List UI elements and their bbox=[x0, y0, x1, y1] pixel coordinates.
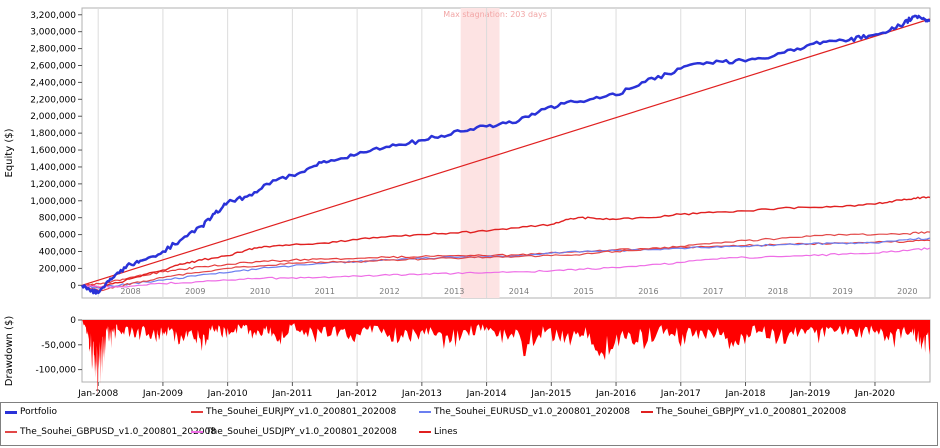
legend-swatch bbox=[641, 411, 653, 413]
series-line-the-souhei-eurusd-v1-0-200801-202008 bbox=[81, 237, 931, 289]
dd-y-tick-label: -100,000 bbox=[36, 366, 77, 376]
year-label: 2020 bbox=[897, 287, 917, 296]
x-tick-label: Jan-2010 bbox=[207, 389, 248, 399]
series-line-lines bbox=[81, 18, 931, 286]
stagnation-label: Max stagnation: 203 days bbox=[443, 10, 547, 19]
legend-item: The_Souhei_USDJPY_v1.0_200801_202008 bbox=[191, 427, 397, 437]
x-tick-label: Jan-2014 bbox=[466, 389, 507, 399]
year-label: 2018 bbox=[768, 287, 788, 296]
x-tick-label: Jan-2013 bbox=[401, 389, 442, 399]
drawdown-area bbox=[82, 320, 930, 394]
y-tick-label: 0 bbox=[70, 281, 76, 291]
y-tick-label: 200,000 bbox=[39, 264, 76, 274]
dd-y-tick-label: -50,000 bbox=[41, 341, 76, 351]
x-tick-label: Jan-2020 bbox=[854, 389, 895, 399]
legend-swatch bbox=[191, 431, 203, 433]
legend-label: The_Souhei_USDJPY_v1.0_200801_202008 bbox=[206, 427, 397, 437]
x-tick-label: Jan-2019 bbox=[789, 389, 830, 399]
y-tick-label: 2,000,000 bbox=[30, 112, 76, 122]
equity-panel: Max stagnation: 203 days 2008 2009 2010 2011… bbox=[4, 7, 931, 299]
year-label: 2013 bbox=[444, 287, 464, 296]
legend-item: The_Souhei_GBPJPY_v1.0_200801_202008 bbox=[641, 407, 846, 417]
y-tick-label: 2,400,000 bbox=[30, 78, 76, 88]
year-label: 2011 bbox=[315, 287, 335, 296]
legend-item: Lines bbox=[419, 427, 457, 437]
x-tick-label: Jan-2011 bbox=[271, 389, 312, 399]
series-line-portfolio bbox=[80, 14, 931, 295]
y-tick-label: 3,200,000 bbox=[30, 11, 76, 21]
legend-label: The_Souhei_EURUSD_v1.0_200801_202008 bbox=[434, 407, 631, 417]
y-tick-label: 1,400,000 bbox=[30, 163, 76, 173]
legend-item: The_Souhei_GBPUSD_v1.0_200801_202008 bbox=[5, 427, 216, 437]
y-tick-label: 1,000,000 bbox=[30, 197, 76, 207]
x-tick-label: Jan-2017 bbox=[660, 389, 701, 399]
legend-item: The_Souhei_EURJPY_v1.0_200801_202008 bbox=[191, 407, 396, 417]
year-label: 2012 bbox=[379, 287, 399, 296]
series-line-the-souhei-gbpusd-v1-0-200801-202008 bbox=[81, 231, 931, 292]
legend-item: The_Souhei_EURUSD_v1.0_200801_202008 bbox=[419, 407, 630, 417]
dd-y-tick-label: 0 bbox=[70, 316, 76, 326]
y-tick-label: 1,800,000 bbox=[30, 129, 76, 139]
x-tick-label: Jan-2018 bbox=[724, 389, 765, 399]
legend-label: The_Souhei_EURJPY_v1.0_200801_202008 bbox=[206, 407, 397, 417]
legend-label: The_Souhei_GBPJPY_v1.0_200801_202008 bbox=[656, 407, 847, 417]
series-line-the-souhei-gbpjpy-v1-0-200801-202008 bbox=[81, 196, 931, 289]
y-tick-label: 2,600,000 bbox=[30, 61, 76, 71]
year-label: 2019 bbox=[832, 287, 852, 296]
drawdown-y-axis-label: Drawdown ($) bbox=[4, 316, 15, 387]
drawdown-panel: Jan-2008 Jan-2009 Jan-2010 Jan-2011 Jan-2012… bbox=[4, 316, 931, 399]
legend-swatch bbox=[191, 411, 203, 413]
stagnation-band bbox=[460, 8, 500, 298]
year-label: 2014 bbox=[509, 287, 529, 296]
legend-item: Portfolio bbox=[5, 407, 57, 417]
y-tick-label: 600,000 bbox=[39, 231, 76, 241]
legend-swatch bbox=[5, 410, 17, 414]
year-label: 2010 bbox=[250, 287, 270, 296]
x-tick-label: Jan-2009 bbox=[142, 389, 183, 399]
y-tick-label: 2,200,000 bbox=[30, 95, 76, 105]
series-line-the-souhei-usdjpy-v1-0-200801-202008 bbox=[81, 247, 931, 288]
legend-label: Lines bbox=[434, 427, 458, 437]
y-tick-label: 400,000 bbox=[39, 247, 76, 257]
y-tick-label: 3,000,000 bbox=[30, 28, 76, 38]
y-tick-label: 1,200,000 bbox=[30, 180, 76, 190]
year-label: 2008 bbox=[120, 287, 140, 296]
legend-label: Portfolio bbox=[20, 407, 58, 417]
y-tick-label: 2,800,000 bbox=[30, 45, 76, 55]
legend-swatch bbox=[419, 431, 431, 433]
legend-label: The_Souhei_GBPUSD_v1.0_200801_202008 bbox=[20, 427, 217, 437]
legend-swatch bbox=[419, 411, 431, 413]
x-tick-label: Jan-2016 bbox=[595, 389, 636, 399]
year-label: 2009 bbox=[185, 287, 205, 296]
year-label: 2016 bbox=[638, 287, 658, 296]
y-tick-label: 800,000 bbox=[39, 214, 76, 224]
legend-swatch bbox=[5, 431, 17, 433]
y-tick-label: 1,600,000 bbox=[30, 146, 76, 156]
x-tick-label: Jan-2012 bbox=[336, 389, 377, 399]
year-label: 2017 bbox=[703, 287, 723, 296]
x-tick-label: Jan-2015 bbox=[530, 389, 571, 399]
x-tick-label: Jan-2008 bbox=[77, 389, 118, 399]
year-label: 2015 bbox=[573, 287, 593, 296]
equity-drawdown-chart: Max stagnation: 203 days 2008 2009 2010 2011… bbox=[4, 7, 931, 399]
equity-plot-area bbox=[81, 7, 931, 299]
equity-y-axis-label: Equity ($) bbox=[4, 128, 15, 177]
legend: Portfolio The_Souhei_EURJPY_v1.0_200801_2… bbox=[0, 402, 938, 446]
